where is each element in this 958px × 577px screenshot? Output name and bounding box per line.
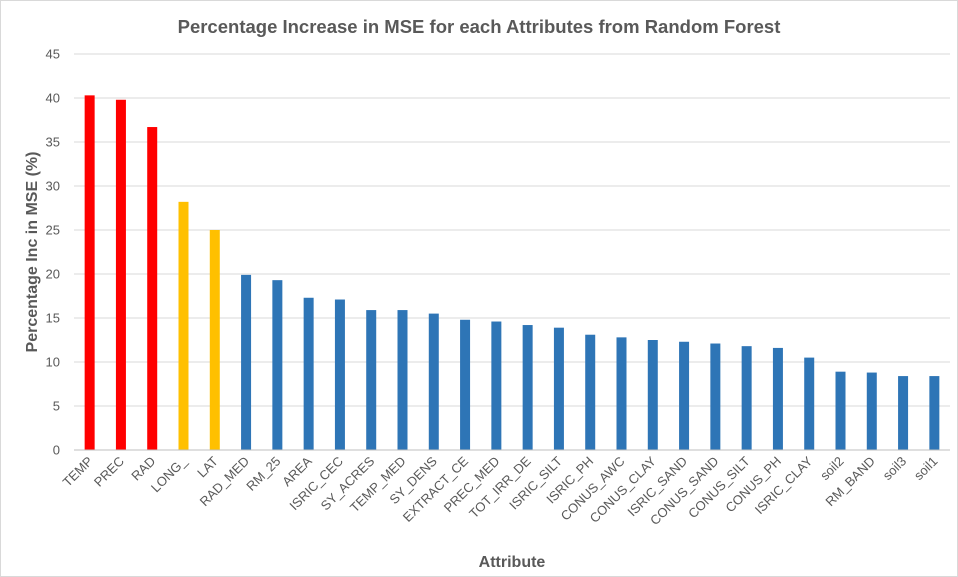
y-tick-label: 25 <box>46 223 60 238</box>
x-axis-label: Attribute <box>479 554 546 571</box>
bar-area <box>303 297 314 450</box>
bar-soil2 <box>835 371 846 450</box>
y-tick-label: 45 <box>46 47 60 62</box>
bar-conus-ph <box>772 347 783 450</box>
y-axis-ticks: 0 5 10 15 20 25 30 35 40 45 <box>46 47 60 458</box>
bars <box>84 95 940 451</box>
bar-lat <box>209 230 220 450</box>
y-tick-label: 10 <box>46 355 60 370</box>
bar-isric-clay <box>804 357 815 450</box>
x-tick-label: LAT <box>194 453 221 480</box>
bar-temp-med <box>397 310 408 450</box>
y-tick-label: 0 <box>53 443 60 458</box>
y-tick-label: 30 <box>46 179 60 194</box>
y-tick-label: 5 <box>53 399 60 414</box>
bar-rm-band <box>866 372 877 450</box>
x-tick-label: RM_25 <box>243 454 283 494</box>
bar-conus-clay <box>647 340 658 450</box>
bar-soil3 <box>898 376 909 450</box>
bar-conus-silt <box>741 346 752 450</box>
x-tick-label: LONG_ <box>148 453 190 495</box>
bar-temp <box>84 95 95 451</box>
bar-conus-awc <box>616 337 627 450</box>
bar-soil1 <box>929 376 940 450</box>
bar-conus-sand <box>710 343 721 450</box>
bar-rm-25 <box>272 280 283 450</box>
bar-long- <box>178 201 189 450</box>
x-tick-label: TEMP <box>60 454 96 490</box>
bar-extract-ce <box>460 319 471 450</box>
bar-sy-acres <box>366 310 377 450</box>
x-tick-label: soil3 <box>880 454 910 484</box>
bar-isric-cec <box>334 299 345 450</box>
bar-prec <box>115 99 126 450</box>
bar-isric-sand <box>679 341 690 450</box>
gridlines <box>74 53 950 407</box>
chart-title: Percentage Increase in MSE for each Attr… <box>177 16 781 37</box>
y-tick-label: 35 <box>46 135 60 150</box>
bar-rad-med <box>241 274 252 450</box>
bar-isric-ph <box>585 334 596 450</box>
bar-rad <box>147 127 158 450</box>
x-tick-label: soil1 <box>911 454 941 484</box>
bar-sy-dens <box>428 313 439 450</box>
bar-isric-silt <box>553 327 564 450</box>
y-axis-label: Percentage Inc in MSE (%) <box>24 152 41 353</box>
y-tick-label: 20 <box>46 267 60 282</box>
bar-tot-irr-de <box>522 325 533 450</box>
bar-prec-med <box>491 321 502 450</box>
y-tick-label: 15 <box>46 311 60 326</box>
x-tick-label: PREC <box>91 454 127 490</box>
y-tick-label: 40 <box>46 91 60 106</box>
